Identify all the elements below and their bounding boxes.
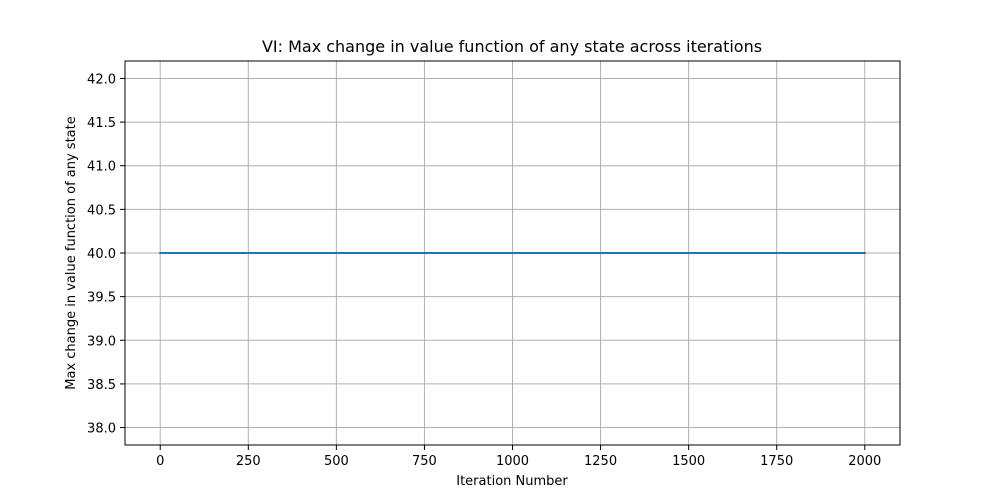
x-tick-label: 1750 — [760, 454, 793, 469]
x-tick-label: 2000 — [848, 454, 881, 469]
y-tick-label: 40.0 — [87, 247, 116, 262]
chart-title: VI: Max change in value function of any … — [262, 37, 762, 56]
x-axis: 0 250 500 750 1000 1250 1500 1750 2000 — [156, 445, 881, 469]
y-tick-label: 39.0 — [87, 334, 116, 349]
y-tick-label: 40.5 — [87, 203, 116, 218]
x-tick-label: 1250 — [584, 454, 617, 469]
y-tick-label: 38.5 — [87, 378, 116, 393]
y-axis-label: Max change in value function of any stat… — [64, 116, 79, 389]
x-axis-label: Iteration Number — [456, 474, 568, 489]
x-tick-label: 1000 — [496, 454, 529, 469]
y-tick-label: 41.5 — [87, 116, 116, 131]
y-tick-label: 41.0 — [87, 160, 116, 175]
y-tick-label: 42.0 — [87, 72, 116, 87]
x-tick-label: 0 — [156, 454, 164, 469]
y-tick-label: 39.5 — [87, 291, 116, 306]
y-axis: 38.0 38.5 39.0 39.5 40.0 40.5 41.0 41.5 42.0 — [87, 72, 125, 437]
x-tick-label: 500 — [324, 454, 349, 469]
x-tick-label: 250 — [236, 454, 261, 469]
x-tick-label: 1500 — [672, 454, 705, 469]
x-tick-label: 750 — [412, 454, 437, 469]
y-tick-label: 38.0 — [87, 422, 116, 437]
